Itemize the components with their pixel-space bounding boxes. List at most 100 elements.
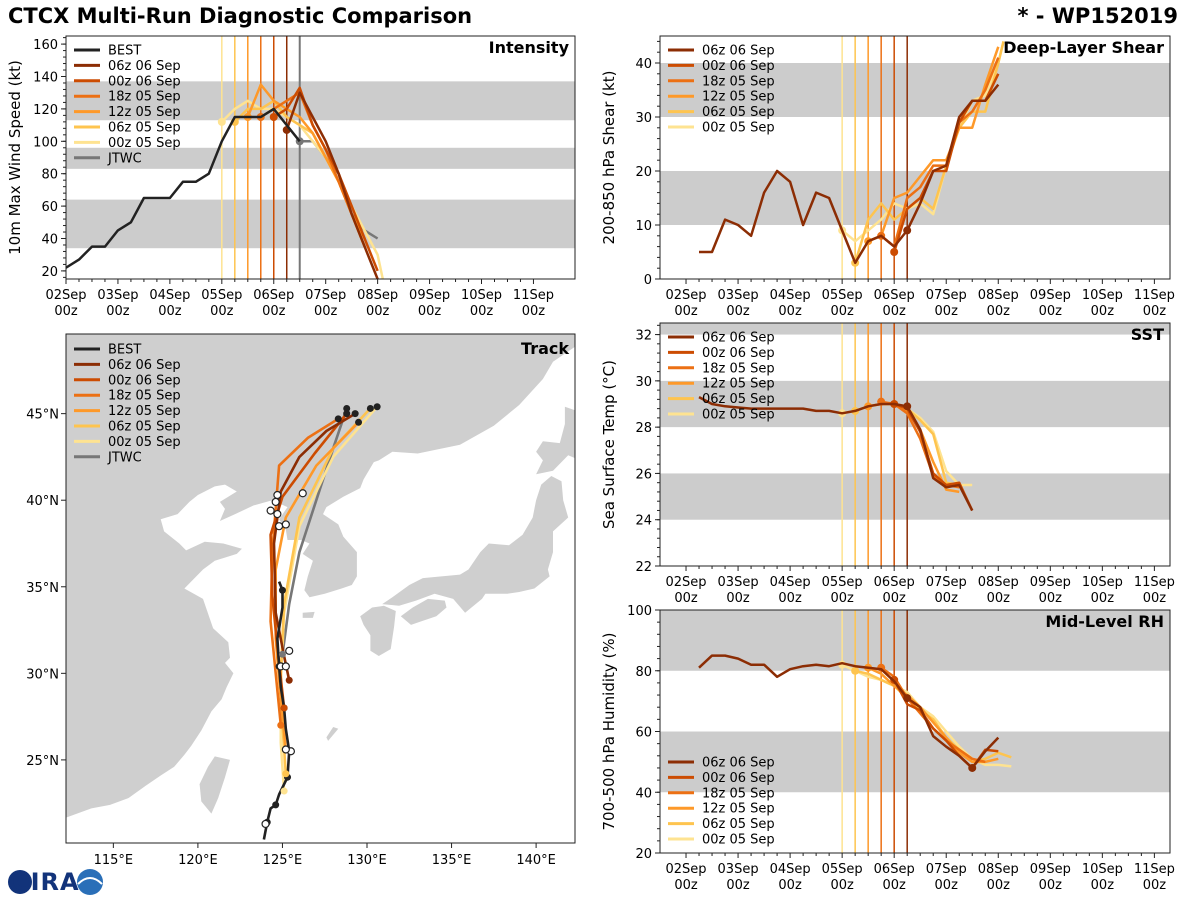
rh-xtick-label: 04Sep	[770, 862, 811, 877]
shear-title: Deep-Layer Shear	[1003, 38, 1164, 57]
shear-legend-label-06z-06-sep: 06z 06 Sep	[702, 44, 775, 59]
rh-legend-label-18z-05-sep: 18z 05 Sep	[702, 786, 775, 801]
shear-legend-label-06z-05-sep: 06z 05 Sep	[702, 105, 775, 120]
shear-xtick-label: 07Sep	[926, 288, 967, 303]
intensity-series-00z-06-sep	[273, 86, 379, 272]
rh-legend-label-12z-05-sep: 12z 05 Sep	[702, 802, 775, 817]
sst-legend-label-18z-05-sep: 18z 05 Sep	[702, 361, 775, 376]
track-lat-label: 45°N	[26, 408, 59, 423]
rh-xtick-label: 11Sep	[1134, 862, 1175, 877]
shear-xtick-label: 02Sep	[665, 288, 706, 303]
shear-legend-label-12z-05-sep: 12z 05 Sep	[702, 90, 775, 105]
intensity-legend-label-18z-05-sep: 18z 05 Sep	[108, 90, 181, 105]
intensity-legend-label-06z-05-sep: 06z 05 Sep	[108, 121, 181, 136]
track-point-best	[272, 801, 280, 809]
sst-frame	[659, 322, 1171, 567]
intensity-xtick-sublabel: 00z	[470, 304, 494, 319]
rh-title: Mid-Level RH	[1045, 612, 1164, 631]
track-legend-label-06z-06-sep: 06z 06 Sep	[108, 358, 181, 373]
track-lon-label: 135°E	[432, 853, 472, 868]
shear-ytick-label: 40	[635, 57, 652, 72]
sst-ytick-label: 28	[635, 421, 652, 436]
shear-xtick-sublabel: 00z	[830, 304, 854, 319]
intensity-xtick-label: 11Sep	[513, 288, 554, 303]
track-lon-label: 130°E	[347, 853, 387, 868]
shear-xtick-sublabel: 00z	[1039, 304, 1063, 319]
intensity-legend-label-00z-06-sep: 00z 06 Sep	[108, 74, 181, 89]
track-point-06z-06-sep	[285, 676, 293, 684]
sst-xtick-sublabel: 00z	[778, 591, 802, 606]
intensity-series-best	[66, 107, 301, 270]
intensity-xtick-label: 04Sep	[149, 288, 190, 303]
rh-xtick-sublabel: 00z	[1091, 878, 1115, 893]
sst-xtick-sublabel: 00z	[1091, 591, 1115, 606]
track-lon-label: 140°E	[516, 853, 556, 868]
track-lat-label: 35°N	[26, 581, 59, 596]
rh-plot-content	[660, 610, 1170, 853]
intensity-xtick-label: 09Sep	[409, 288, 450, 303]
logo-text: CIRA	[12, 868, 80, 896]
rh-legend-label-06z-05-sep: 06z 05 Sep	[702, 817, 775, 832]
sst-xtick-sublabel: 00z	[882, 591, 906, 606]
track-point-06z-05-sep	[282, 770, 290, 778]
intensity-title: Intensity	[489, 38, 570, 57]
track-lat-label: 25°N	[26, 754, 59, 769]
sst-xtick-label: 08Sep	[978, 575, 1019, 590]
land-kyushu	[360, 605, 396, 656]
track-frame	[65, 333, 576, 844]
intensity-ylabel: 10m Max Wind Speed (kt)	[6, 60, 24, 255]
shear-frame	[659, 35, 1171, 280]
rh-xtick-sublabel: 00z	[1039, 878, 1063, 893]
rh-panel: 2040608010002Sep00z03Sep00z04Sep00z05Sep…	[600, 604, 1175, 893]
shear-legend-label-00z-06-sep: 00z 06 Sep	[702, 59, 775, 74]
track-legend-label-06z-05-sep: 06z 05 Sep	[108, 420, 181, 435]
shear-xtick-label: 05Sep	[822, 288, 863, 303]
sst-series-06z-06-sep	[698, 395, 974, 512]
track-legend-label-00z-05-sep: 00z 05 Sep	[108, 435, 181, 450]
storm-id: * - WP152019	[1017, 4, 1178, 28]
sst-band-2	[660, 323, 1170, 335]
rh-xtick-sublabel: 00z	[935, 878, 959, 893]
rh-xtick-label: 03Sep	[718, 862, 759, 877]
track-lat-label: 30°N	[26, 667, 59, 682]
shear-series-00z-05-sep	[841, 41, 1005, 243]
sst-band-0	[660, 473, 1170, 520]
sst-xtick-sublabel: 00z	[1039, 591, 1063, 606]
track-endpoint-06z-06-sep	[351, 410, 359, 418]
track-endpoint-00z-06-sep	[343, 410, 351, 418]
track-title: Track	[521, 339, 569, 358]
intensity-xtick-sublabel: 00z	[418, 304, 442, 319]
intensity-xtick-sublabel: 00z	[262, 304, 286, 319]
sst-xtick-label: 07Sep	[926, 575, 967, 590]
rh-xtick-sublabel: 00z	[1143, 878, 1167, 893]
intensity-xtick-label: 10Sep	[461, 288, 502, 303]
track-open-marker	[266, 506, 275, 515]
cira-logo-icon	[8, 869, 103, 895]
sst-legend-label-00z-06-sep: 00z 06 Sep	[702, 346, 775, 361]
rh-ylabel: 700-500 hPa Humidity (%)	[600, 632, 618, 830]
track-open-marker	[274, 522, 284, 531]
rh-point-06z-06-sep	[968, 763, 977, 772]
intensity-ytick-label: 160	[33, 38, 58, 53]
shear-legend-label-00z-05-sep: 00z 05 Sep	[702, 121, 775, 136]
sst-xtick-label: 05Sep	[822, 575, 863, 590]
rh-point-06z-06-sep	[903, 694, 912, 703]
shear-ytick-label: 20	[635, 165, 652, 180]
land-taiwan	[199, 756, 230, 814]
rh-xtick-label: 07Sep	[926, 862, 967, 877]
rh-xtick-sublabel: 00z	[778, 878, 802, 893]
sst-xtick-sublabel: 00z	[830, 591, 854, 606]
shear-xtick-sublabel: 00z	[1091, 304, 1115, 319]
track-endpoint-06z-05-sep	[366, 404, 374, 412]
shear-xtick-label: 03Sep	[718, 288, 759, 303]
sst-legend-label-06z-05-sep: 06z 05 Sep	[702, 392, 775, 407]
intensity-xtick-label: 06Sep	[253, 288, 294, 303]
land-jeju	[302, 611, 315, 618]
sst-xtick-label: 06Sep	[874, 575, 915, 590]
track-panel: 115°E 120°E 125°E 130°E 135°E 140°E 25°N 30°N 35…	[26, 333, 576, 868]
rh-ytick-label: 100	[627, 604, 652, 619]
rh-point-06z-05-sep	[851, 666, 860, 675]
rh-series-06z-06-sep	[698, 654, 1000, 770]
rh-xtick-sublabel: 00z	[830, 878, 854, 893]
shear-series-12z-05-sep	[867, 46, 1000, 243]
